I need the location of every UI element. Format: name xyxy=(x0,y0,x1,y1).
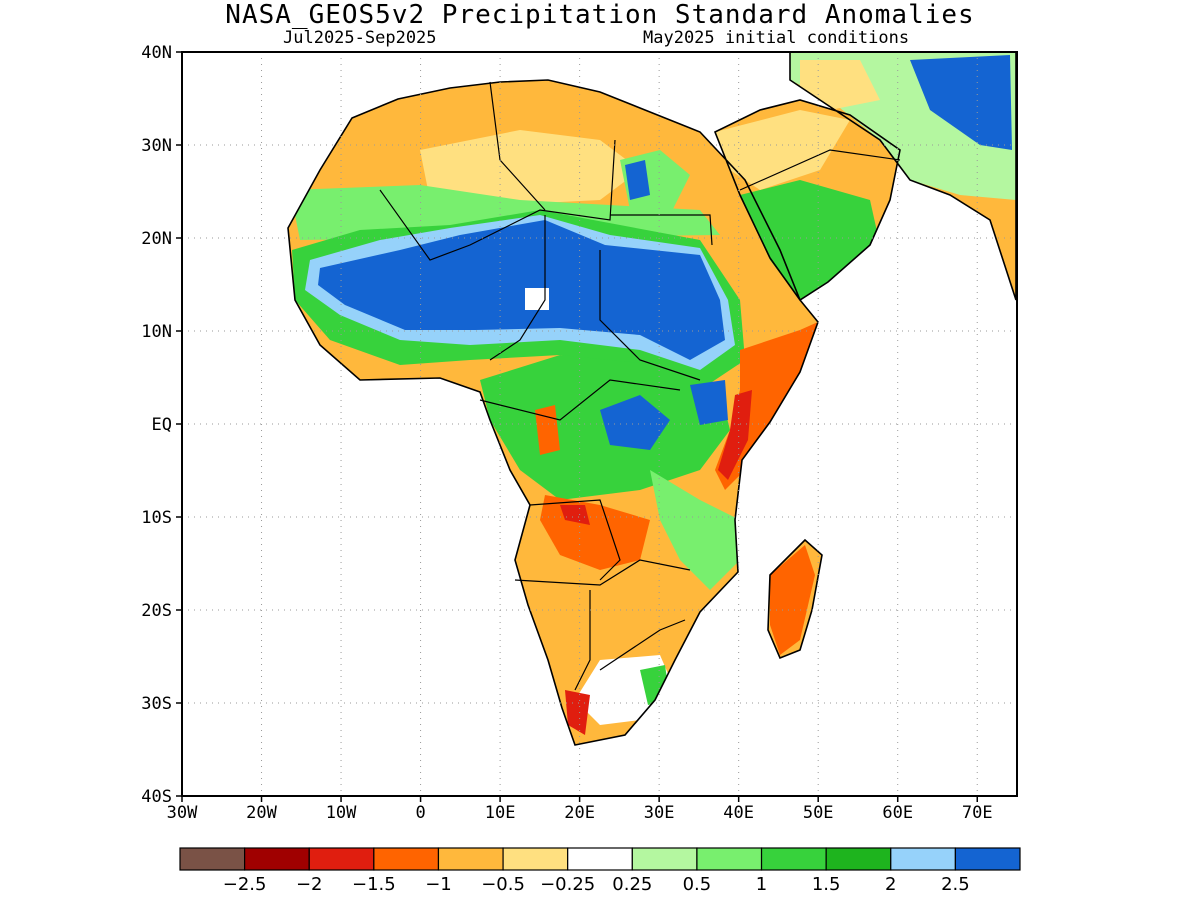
colorbar-swatch xyxy=(696,847,763,871)
anomaly-arabia-green xyxy=(740,180,880,300)
colorbar-label: −2.5 xyxy=(223,874,267,895)
lon-tick-label: 10E xyxy=(485,803,516,823)
lon-tick-label: 30E xyxy=(644,803,675,823)
anomaly-western-cape-red xyxy=(565,690,590,735)
lat-tick-label: 40N xyxy=(141,43,172,63)
colorbar-swatch xyxy=(502,847,569,871)
colorbar-swatch xyxy=(373,847,440,871)
anomaly-turkey-yellow xyxy=(800,60,880,110)
lon-tick-label: 60E xyxy=(882,803,913,823)
colorbar-label: 1 xyxy=(756,874,767,895)
lat-tick-label: 10S xyxy=(141,508,172,528)
anomaly-congo-blue xyxy=(600,395,670,450)
anomaly-nile-blue xyxy=(625,160,650,200)
anomaly-gabon-orange xyxy=(535,405,560,455)
colorbar-label: 0.5 xyxy=(683,874,712,895)
chart-subtitle-initial-conditions: May2025 initial conditions xyxy=(643,28,910,48)
colorbar-swatch xyxy=(244,847,310,871)
map-gridlines xyxy=(182,52,1017,796)
chart-title: NASA_GEOS5v2 Precipitation Standard Anom… xyxy=(225,0,975,30)
anomaly-lakes-blue xyxy=(690,380,728,425)
lat-tick-label: 30S xyxy=(141,694,172,714)
lat-tick-label: 40S xyxy=(141,787,172,807)
colorbar-label: 2 xyxy=(885,874,896,895)
anomaly-iran-blue xyxy=(910,55,1012,150)
lat-tick-label: 20N xyxy=(141,229,172,249)
colorbar: −2.5 −2 −1.5 −1 −0.5 −0.25 0.25 0.5 1 1.5 2 2.5 xyxy=(179,847,1021,895)
lon-tick-label: 50E xyxy=(803,803,834,823)
colorbar-swatch xyxy=(567,847,633,871)
chart-subtitle-period: Jul2025-Sep2025 xyxy=(283,28,437,48)
colorbar-swatch xyxy=(825,847,892,871)
colorbar-swatch xyxy=(437,847,504,871)
anomaly-arabia-north-yellow xyxy=(715,110,850,190)
lon-tick-label: 20W xyxy=(246,803,277,823)
colorbar-swatch xyxy=(179,847,246,871)
anomaly-sahel-blue xyxy=(318,220,725,360)
colorbar-label: 2.5 xyxy=(941,874,970,895)
lon-tick-label: 40E xyxy=(723,803,754,823)
colorbar-label: 1.5 xyxy=(812,874,841,895)
colorbar-swatch xyxy=(760,847,827,871)
colorbar-label: 0.25 xyxy=(612,874,652,895)
lon-tick-label: 20E xyxy=(564,803,595,823)
colorbar-swatch xyxy=(890,847,956,871)
lat-tick-label: 30N xyxy=(141,136,172,156)
colorbar-swatch xyxy=(954,847,1021,871)
colorbar-swatch xyxy=(308,847,375,871)
lon-tick-label: 0 xyxy=(415,803,425,823)
anomaly-angola-red xyxy=(560,505,590,525)
colorbar-label: −1 xyxy=(425,874,452,895)
anomaly-kenya-red xyxy=(718,390,752,480)
lat-tick-label: 20S xyxy=(141,601,172,621)
anomaly-tanzania-green xyxy=(650,470,740,590)
country-borders xyxy=(379,81,901,691)
anomaly-sahara-light xyxy=(420,130,640,205)
colorbar-swatch xyxy=(631,847,698,871)
colorbar-label: −0.5 xyxy=(481,874,525,895)
lat-tick-label: EQ xyxy=(152,415,172,435)
colorbar-label: −1.5 xyxy=(352,874,396,895)
lon-tick-label: 30W xyxy=(167,803,198,823)
anomaly-gap xyxy=(525,288,549,310)
lat-tick-label: 10N xyxy=(141,322,172,342)
lon-tick-label: 10W xyxy=(326,803,357,823)
colorbar-label: −2 xyxy=(296,874,323,895)
colorbar-label: −0.25 xyxy=(540,874,595,895)
anomaly-madagascar-orange xyxy=(770,545,815,655)
lon-tick-label: 70E xyxy=(962,803,993,823)
